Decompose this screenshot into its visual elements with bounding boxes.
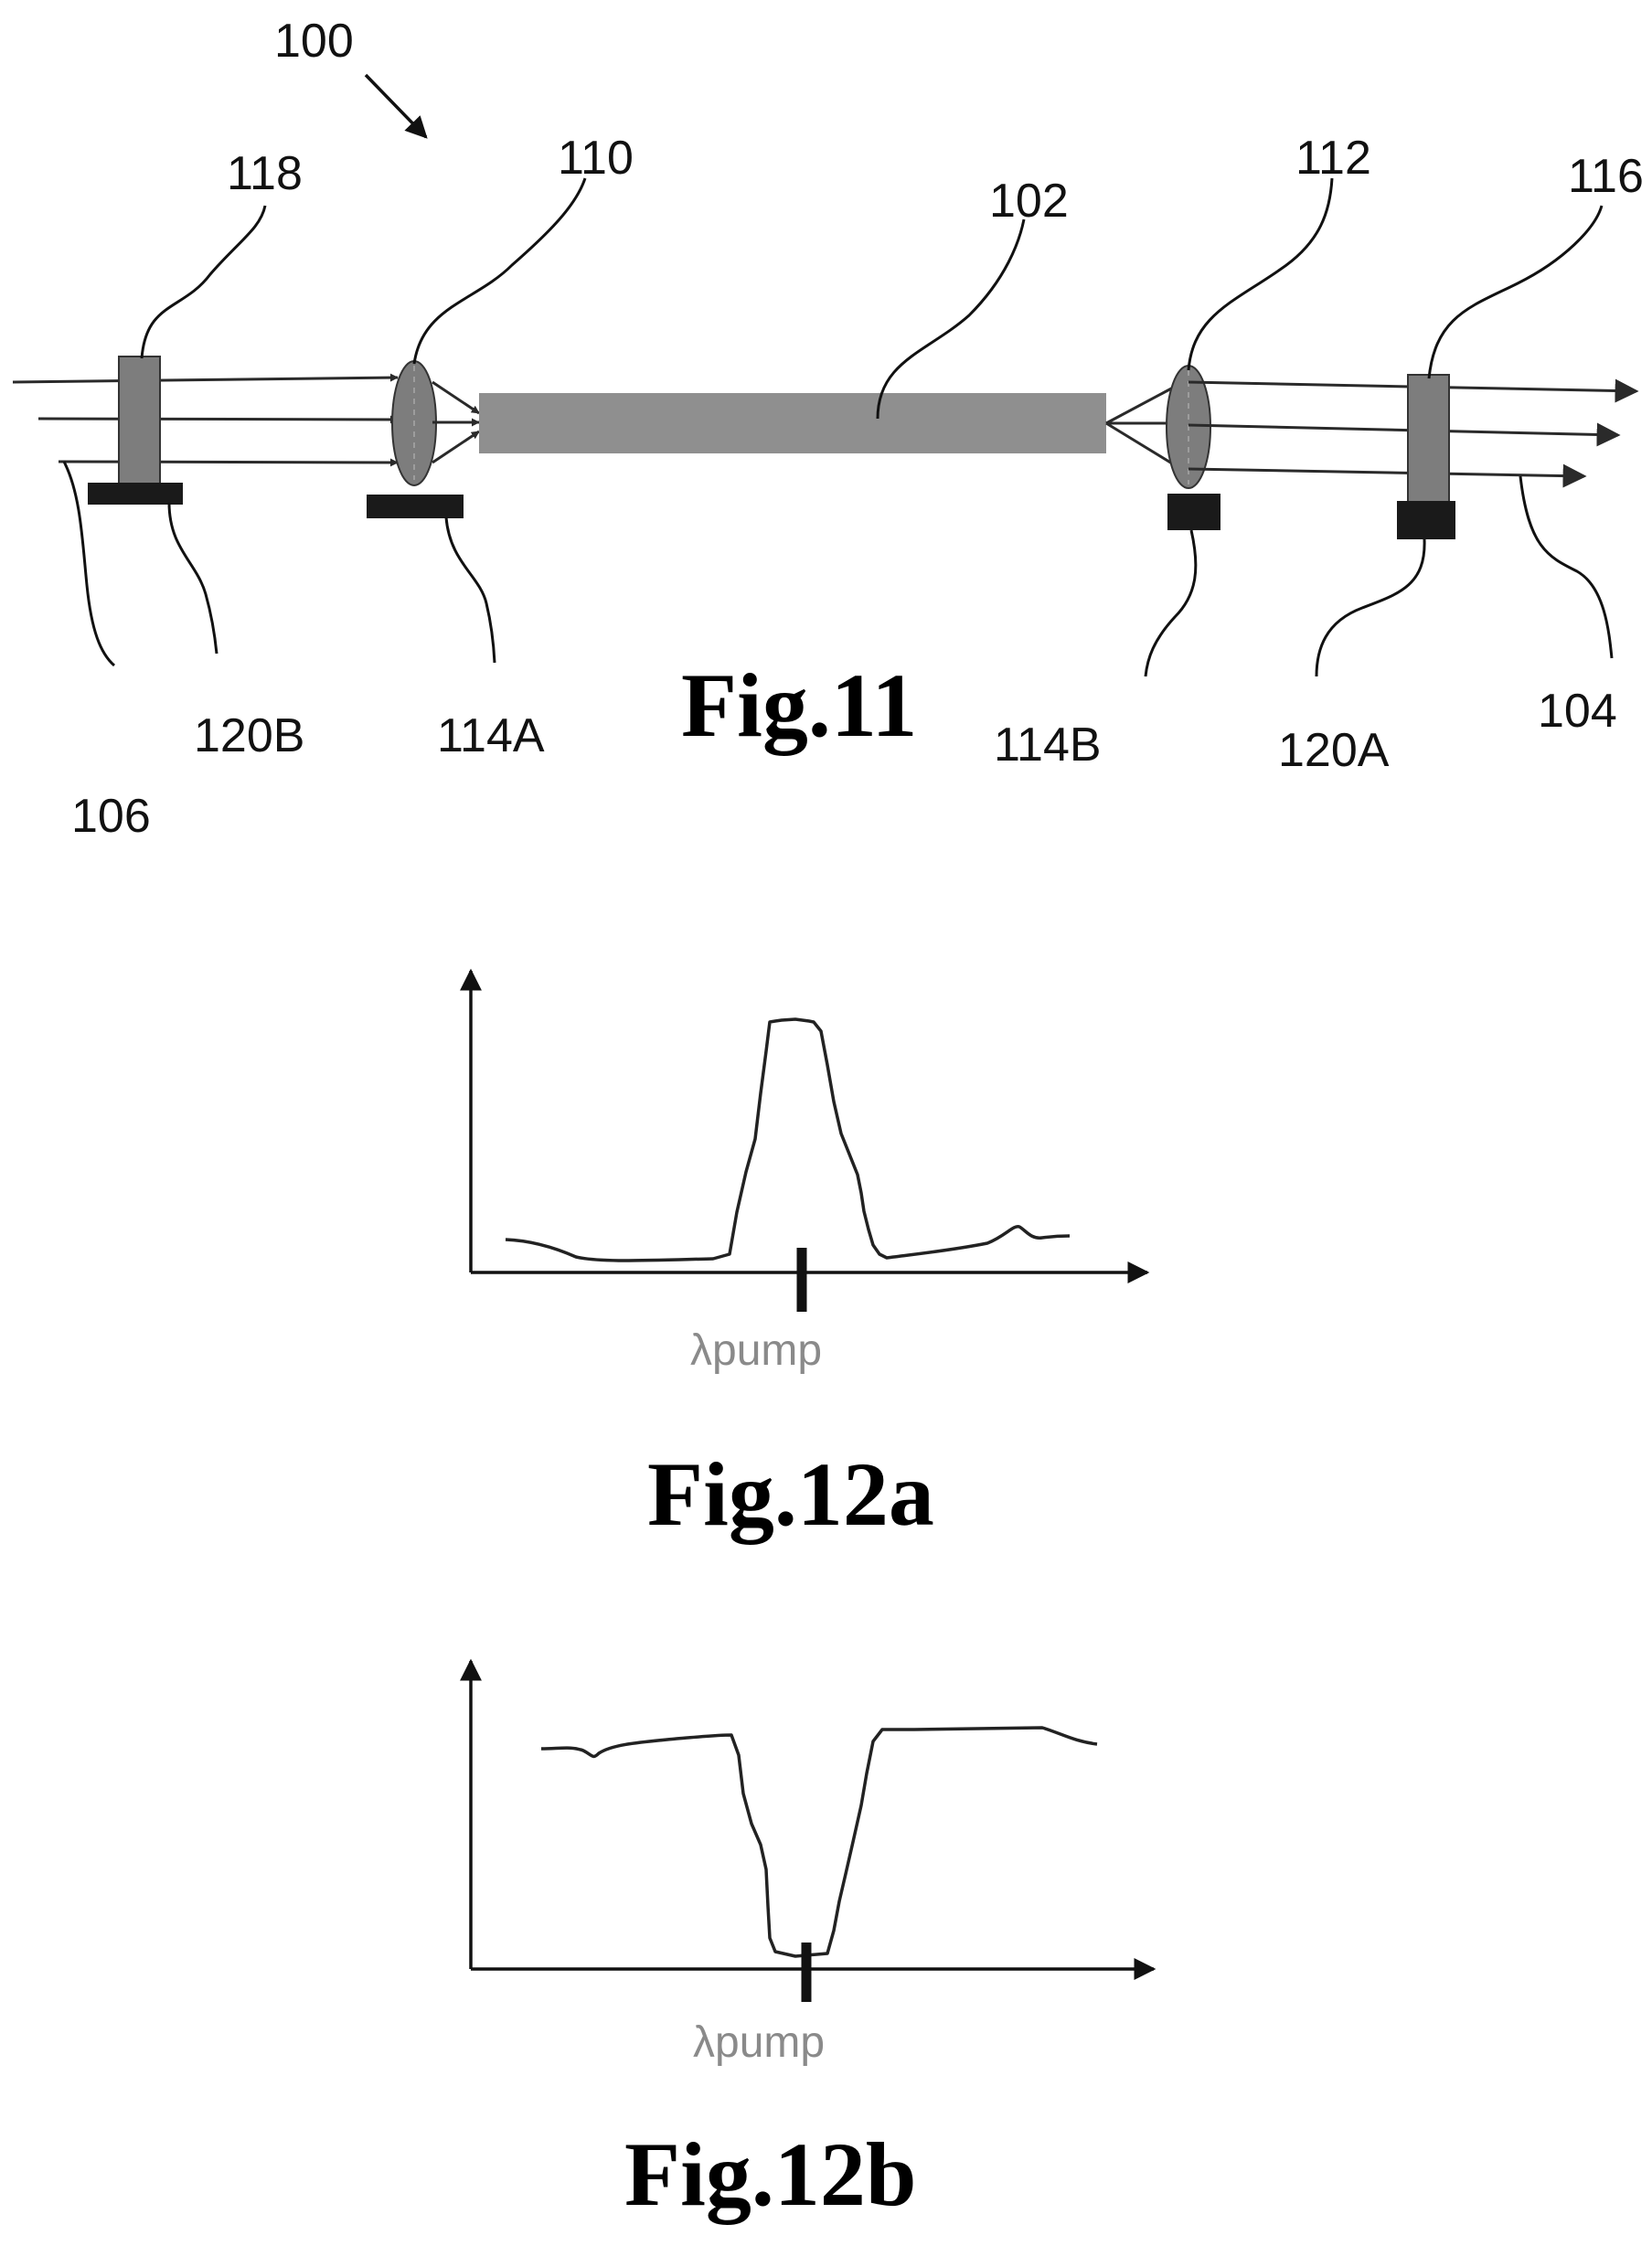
ref-label-112: 112 (1295, 132, 1371, 185)
input-beam-106 (13, 378, 398, 463)
mount-114A (367, 495, 464, 518)
leader-114B (1146, 530, 1196, 676)
fig12b-spectrum-plot: λpump Fig.12b (471, 1661, 1154, 2225)
system-arrow (366, 75, 426, 137)
ref-label-116: 116 (1568, 150, 1644, 203)
ref-label-120B: 120B (194, 709, 304, 762)
mount-120B (88, 483, 183, 505)
leader-118 (142, 206, 265, 358)
ref-label-120A: 120A (1278, 724, 1390, 777)
fiber-102 (479, 393, 1106, 453)
ref-label-110: 110 (558, 132, 634, 185)
filter-118 (119, 357, 160, 484)
fig12a-emission-band (506, 1019, 1070, 1261)
leader-104 (1520, 476, 1612, 658)
leader-120A (1316, 539, 1424, 676)
leader-120B (169, 503, 217, 654)
ref-label-104: 104 (1538, 685, 1617, 738)
filter-116 (1408, 375, 1449, 503)
leader-114A (446, 517, 495, 663)
leader-116 (1429, 206, 1602, 378)
fig12b-absorption-curve (541, 1728, 1097, 1956)
fig12a-spectrum-plot: λpump Fig.12a (471, 971, 1147, 1545)
fig12b-caption: Fig.12b (624, 2124, 916, 2225)
fig11-system-diagram: 100 (13, 15, 1644, 843)
leader-112 (1188, 178, 1332, 370)
mount-114B (1167, 494, 1220, 530)
ref-label-106: 106 (71, 790, 151, 843)
leader-110 (414, 178, 585, 364)
leader-102 (878, 219, 1024, 419)
fig12a-x-axis-label: λpump (690, 1326, 822, 1375)
fig12a-caption: Fig.12a (647, 1443, 934, 1545)
fig12b-x-axis-label: λpump (693, 2018, 825, 2067)
ref-label-114A: 114A (437, 709, 545, 762)
ref-label-118: 118 (227, 147, 303, 200)
focusing-rays (432, 382, 479, 463)
mount-120A (1397, 501, 1455, 539)
fig11-caption: Fig.11 (681, 655, 917, 756)
ref-label-114B: 114B (994, 719, 1102, 772)
ref-label-100: 100 (274, 15, 354, 68)
ref-label-102: 102 (989, 175, 1069, 228)
